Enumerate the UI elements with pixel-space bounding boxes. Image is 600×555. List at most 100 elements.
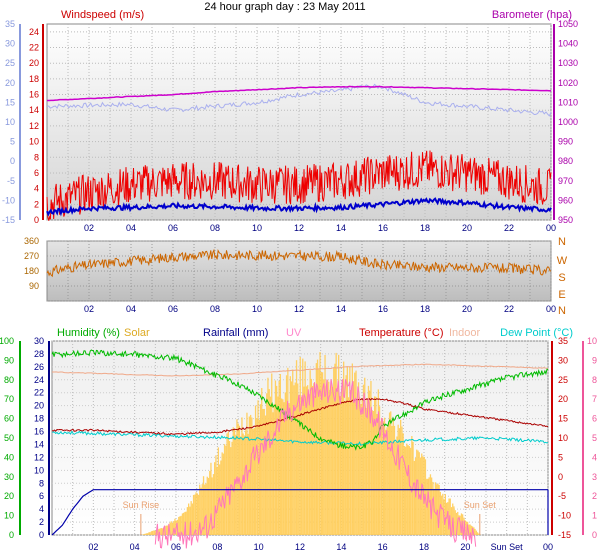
tick-label: 8 <box>39 478 44 488</box>
tick-label: 10 <box>558 433 568 443</box>
tick-label: 12 <box>34 452 44 462</box>
tick-label: 60 <box>4 414 14 424</box>
solar-bar <box>398 428 401 535</box>
tick-label: 35 <box>5 19 15 29</box>
solar-bar <box>347 397 350 535</box>
x-tick-label: 02 <box>84 304 94 314</box>
solar-bar <box>295 360 298 535</box>
solar-bar <box>371 410 373 535</box>
tick-label: 0 <box>10 156 15 166</box>
solar-bar <box>153 530 155 535</box>
tick-label: 5 <box>10 137 15 147</box>
tick-label: 970 <box>558 176 573 186</box>
tick-label: 22 <box>34 388 44 398</box>
solar-bar <box>288 403 290 535</box>
solar-bar <box>181 513 184 535</box>
solar-bar <box>331 387 334 535</box>
solar-bar <box>179 516 181 535</box>
series-line <box>51 397 549 436</box>
solar-bar <box>243 435 246 535</box>
solar-bar <box>438 484 440 535</box>
x-tick-label: 18 <box>420 304 430 314</box>
solar-bar <box>209 470 211 535</box>
tick-label: 950 <box>558 215 573 225</box>
solar-bar <box>160 528 162 535</box>
tick-label: 180 <box>24 266 39 276</box>
solar-bar <box>325 385 327 535</box>
x-tick-label: 16 <box>378 223 388 233</box>
tick-label: 990 <box>558 137 573 147</box>
solar-bar <box>196 493 198 535</box>
tick-label: 1050 <box>558 19 578 29</box>
solar-bar <box>411 436 413 535</box>
solar-bar <box>381 418 383 535</box>
solar-bar <box>152 530 154 535</box>
solar-bar <box>408 446 410 535</box>
tick-label: 12 <box>29 121 39 131</box>
tick-label: 16 <box>34 427 44 437</box>
solar-bar <box>252 428 254 535</box>
solar-bar <box>326 379 329 535</box>
tick-label: 25 <box>558 375 568 385</box>
solar-bar <box>215 455 217 535</box>
solar-bar <box>321 372 324 535</box>
tick-label: 5 <box>592 433 597 443</box>
series-line <box>51 489 548 536</box>
solar-bar <box>180 515 182 535</box>
solar-bar <box>195 492 197 535</box>
solar-bar <box>272 412 274 535</box>
tick-label: 30 <box>5 39 15 49</box>
solar-bar <box>248 416 250 535</box>
x-tick-label: 20 <box>462 304 472 314</box>
solar-bar <box>315 363 317 535</box>
solar-bar <box>458 515 460 535</box>
solar-bar <box>339 396 341 535</box>
solar-bar <box>374 396 376 535</box>
series-line <box>154 379 477 549</box>
solar-bar <box>166 525 169 535</box>
tick-label: 18 <box>29 74 39 84</box>
x-tick-label: 22 <box>504 223 514 233</box>
tick-label: 28 <box>34 349 44 359</box>
solar-bar <box>450 507 453 535</box>
solar-bar <box>393 425 396 535</box>
solar-bar <box>370 381 372 535</box>
solar-bar <box>377 389 379 535</box>
x-tick-label: 06 <box>168 304 178 314</box>
solar-bar <box>313 383 315 535</box>
x-tick-label: 10 <box>254 542 264 552</box>
tick-label: 30 <box>34 336 44 346</box>
solar-bar <box>402 433 404 535</box>
solar-bar <box>388 412 391 535</box>
tick-label: 2 <box>34 199 39 209</box>
solar-bar <box>380 421 382 535</box>
tick-label: 18 <box>34 414 44 424</box>
solar-bar <box>328 381 330 535</box>
solar-bar <box>220 460 222 535</box>
tick-label: 2 <box>39 517 44 527</box>
solar-bar <box>228 441 231 535</box>
solar-bar <box>340 392 342 535</box>
tick-label: -10 <box>2 195 15 205</box>
solar-bar <box>382 421 384 535</box>
solar-bar <box>298 396 300 535</box>
solar-bar <box>364 377 366 535</box>
legend-label: Rainfall (mm) <box>203 327 268 339</box>
solar-bar <box>251 417 253 535</box>
solar-bar <box>418 452 420 535</box>
solar-bar <box>391 426 393 535</box>
solar-bar <box>312 385 314 535</box>
tick-label: 0 <box>34 215 39 225</box>
solar-bar <box>395 441 397 535</box>
solar-bar <box>416 449 418 535</box>
tick-label: 15 <box>5 97 15 107</box>
solar-bar <box>383 417 386 535</box>
solar-bar <box>409 447 412 535</box>
solar-bar <box>439 491 441 535</box>
x-tick-label: 18 <box>420 223 430 233</box>
solar-bar <box>432 481 434 535</box>
x-tick-label: 10 <box>252 304 262 314</box>
x-tick-label: 08 <box>210 223 220 233</box>
solar-bar <box>194 494 196 535</box>
solar-bar <box>351 363 353 535</box>
